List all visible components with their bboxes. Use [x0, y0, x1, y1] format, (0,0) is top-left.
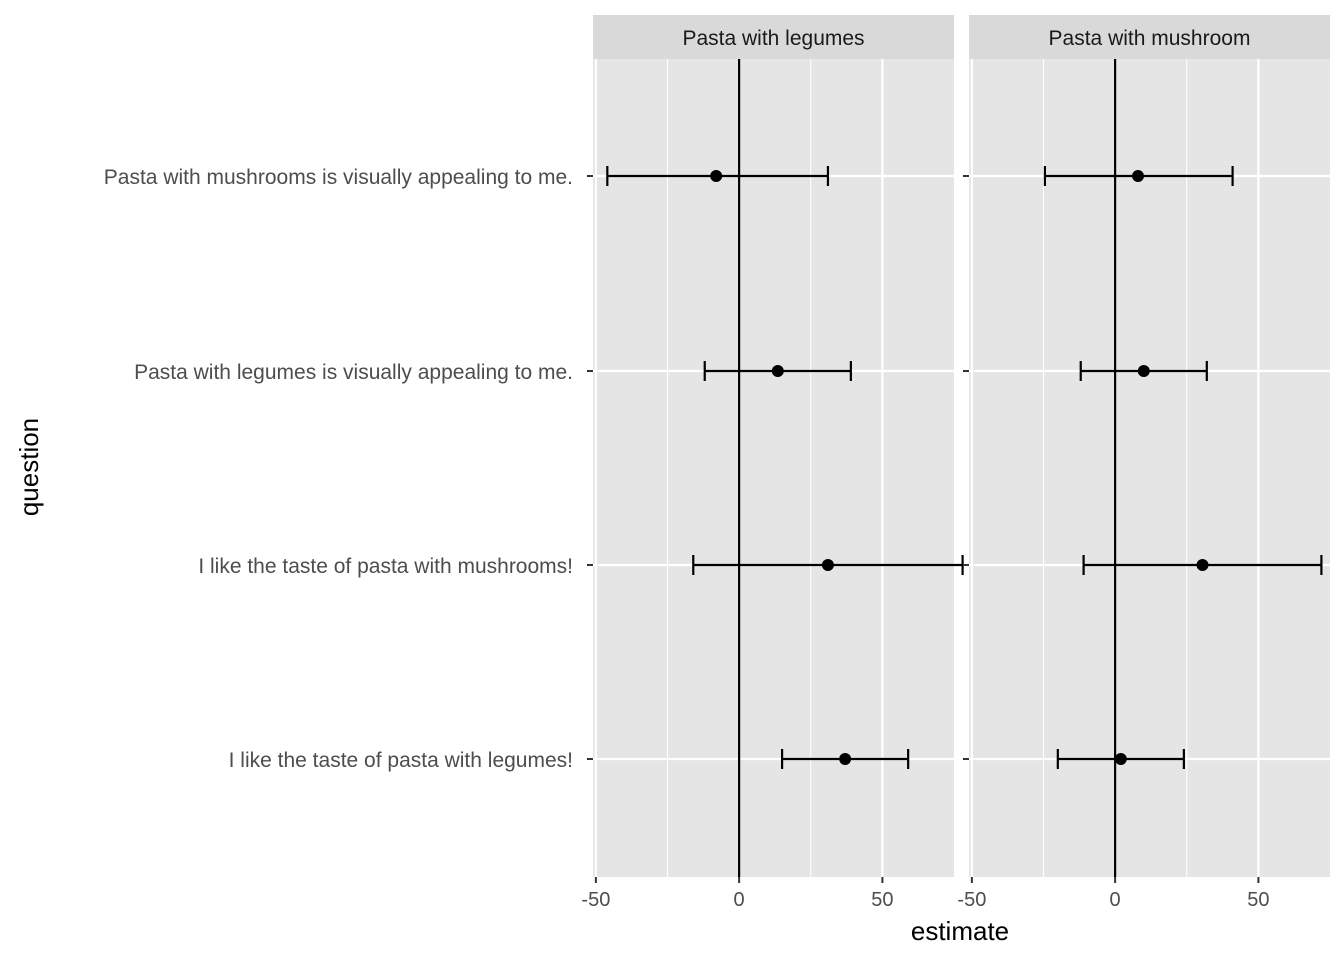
estimate-point	[821, 559, 834, 571]
facet-strip	[593, 15, 954, 59]
y-axis-title: question	[14, 418, 44, 516]
x-tick-label: 50	[871, 889, 893, 911]
facet-strip-label: Pasta with mushroom	[1049, 27, 1251, 50]
x-tick-label: 0	[1110, 889, 1121, 911]
estimate-point	[1196, 559, 1209, 571]
y-tick-label: I like the taste of pasta with legumes!	[229, 749, 573, 772]
estimate-point	[710, 170, 723, 182]
x-tick-label: 0	[734, 889, 745, 911]
estimate-point	[1137, 365, 1150, 377]
y-tick-label: Pasta with legumes is visually appealing…	[134, 361, 573, 384]
estimate-point	[1114, 753, 1127, 765]
y-tick-label: I like the taste of pasta with mushrooms…	[198, 555, 573, 578]
panel-background	[969, 59, 1330, 877]
y-axis-labels: Pasta with mushrooms is visually appeali…	[104, 166, 573, 772]
estimate-point	[839, 753, 852, 765]
facet-strip-label: Pasta with legumes	[682, 27, 864, 50]
estimate-point	[1132, 170, 1145, 182]
x-tick-label: -50	[581, 889, 610, 911]
facet-panel: Pasta with mushroom -50 0 50	[957, 15, 1330, 911]
x-tick-label: -50	[957, 889, 986, 911]
panel-background	[593, 59, 954, 877]
estimate-point	[771, 365, 784, 377]
x-axis-title: estimate	[911, 916, 1009, 946]
x-tick-label: 50	[1247, 889, 1269, 911]
facet-panel: Pasta with legumes -50 0 50	[581, 15, 964, 911]
y-tick-label: Pasta with mushrooms is visually appeali…	[104, 166, 573, 189]
facet-strip	[969, 15, 1330, 59]
